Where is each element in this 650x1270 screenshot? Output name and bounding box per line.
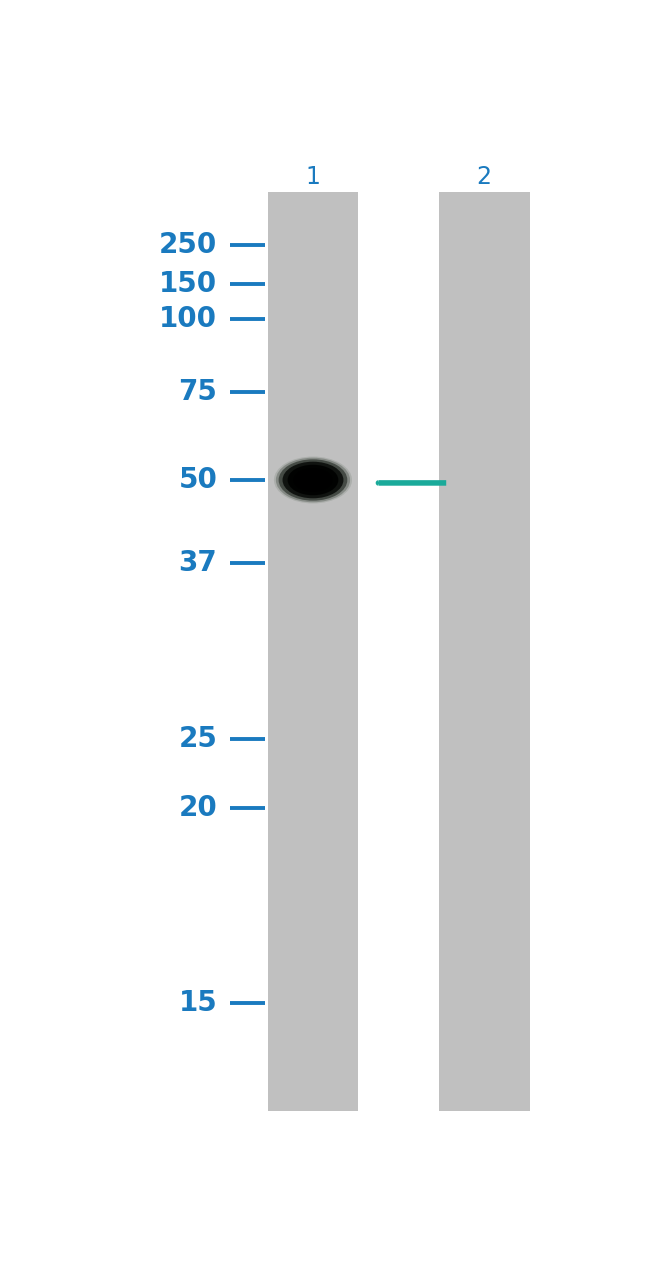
Ellipse shape xyxy=(287,465,339,495)
Text: 25: 25 xyxy=(178,725,217,753)
Text: 37: 37 xyxy=(179,549,217,577)
Ellipse shape xyxy=(293,469,333,491)
Bar xyxy=(439,192,530,1111)
Bar xyxy=(268,192,358,1111)
Text: 250: 250 xyxy=(159,231,217,259)
Ellipse shape xyxy=(274,456,352,503)
Ellipse shape xyxy=(276,457,350,503)
Text: 50: 50 xyxy=(178,466,217,494)
Ellipse shape xyxy=(283,462,343,498)
Ellipse shape xyxy=(279,460,347,500)
Text: 20: 20 xyxy=(179,794,217,822)
Text: 150: 150 xyxy=(159,271,217,298)
Text: 15: 15 xyxy=(179,989,217,1017)
Text: 2: 2 xyxy=(476,165,492,189)
Text: 100: 100 xyxy=(159,305,217,333)
Text: 1: 1 xyxy=(306,165,320,189)
Text: 75: 75 xyxy=(178,378,217,406)
